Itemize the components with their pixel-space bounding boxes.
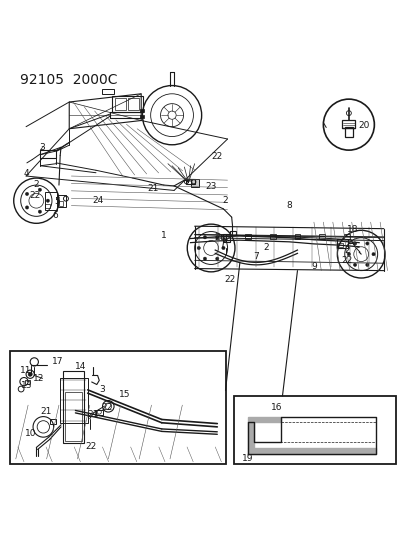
Text: 22: 22 <box>29 191 40 200</box>
Text: 13: 13 <box>21 381 33 390</box>
Text: 10: 10 <box>25 429 37 438</box>
Circle shape <box>38 210 41 213</box>
Circle shape <box>203 257 206 260</box>
Bar <box>58 201 62 206</box>
Circle shape <box>365 263 368 266</box>
Bar <box>50 419 55 424</box>
Text: 19: 19 <box>241 455 252 464</box>
Bar <box>269 233 275 236</box>
Polygon shape <box>247 422 253 448</box>
Bar <box>318 233 324 236</box>
Text: 21: 21 <box>87 410 98 419</box>
Text: 9: 9 <box>310 262 316 271</box>
Circle shape <box>221 246 225 249</box>
Bar <box>220 233 226 236</box>
Bar <box>45 204 50 208</box>
Bar <box>96 409 102 415</box>
Text: 21: 21 <box>40 407 51 416</box>
Bar <box>244 233 250 236</box>
Text: 3: 3 <box>99 385 105 394</box>
Text: 2: 2 <box>263 244 269 253</box>
Circle shape <box>38 188 41 191</box>
Text: 16: 16 <box>271 402 282 411</box>
Text: 2: 2 <box>214 233 220 242</box>
Bar <box>343 233 349 236</box>
Bar <box>40 150 56 158</box>
Bar <box>294 233 299 236</box>
Bar <box>294 237 299 239</box>
Text: 22: 22 <box>211 152 222 161</box>
Circle shape <box>25 192 28 196</box>
Circle shape <box>353 263 356 266</box>
Text: 11: 11 <box>19 366 31 375</box>
Text: 4: 4 <box>23 169 29 179</box>
Bar <box>220 237 226 239</box>
Bar <box>343 237 349 239</box>
Bar <box>140 115 143 118</box>
Text: 8: 8 <box>286 201 292 210</box>
Circle shape <box>371 253 374 256</box>
Bar <box>9 351 225 464</box>
Circle shape <box>215 257 218 260</box>
Circle shape <box>197 246 200 249</box>
Bar <box>63 372 83 443</box>
Bar <box>342 120 355 128</box>
Text: 22: 22 <box>85 442 96 451</box>
Bar <box>25 381 30 384</box>
Bar <box>229 231 236 235</box>
Text: 12: 12 <box>33 374 44 383</box>
Text: 92105  2000C: 92105 2000C <box>20 73 117 87</box>
Bar <box>222 233 230 242</box>
Circle shape <box>203 236 206 239</box>
Bar <box>64 392 82 441</box>
Text: 14: 14 <box>74 361 86 370</box>
Bar <box>269 237 275 239</box>
Bar <box>112 96 143 112</box>
Bar <box>59 377 88 423</box>
Text: 20: 20 <box>358 122 369 131</box>
Circle shape <box>347 253 350 256</box>
Text: 21: 21 <box>147 184 159 193</box>
Text: 22: 22 <box>340 256 351 265</box>
Bar <box>128 98 138 110</box>
Text: 17: 17 <box>52 358 64 366</box>
Bar <box>45 192 57 210</box>
Bar <box>337 243 342 247</box>
Bar <box>336 239 347 248</box>
Text: 7: 7 <box>253 252 259 261</box>
Bar <box>102 89 114 94</box>
Bar <box>318 237 324 239</box>
Bar <box>244 237 250 239</box>
Text: 6: 6 <box>52 211 57 220</box>
Circle shape <box>215 236 218 239</box>
Bar <box>233 396 395 464</box>
Bar <box>57 195 66 207</box>
Text: 2: 2 <box>222 196 228 205</box>
Text: 22: 22 <box>223 275 235 284</box>
Bar <box>186 179 195 184</box>
Polygon shape <box>247 417 280 422</box>
Text: 24: 24 <box>92 196 103 205</box>
Bar <box>191 179 198 187</box>
Circle shape <box>28 372 32 376</box>
Text: 3: 3 <box>40 143 45 152</box>
Circle shape <box>46 199 50 203</box>
Text: 2: 2 <box>33 180 39 189</box>
Bar <box>344 127 352 137</box>
Circle shape <box>25 206 28 209</box>
Text: 5: 5 <box>54 197 59 206</box>
Polygon shape <box>247 448 375 454</box>
Bar <box>140 109 143 112</box>
Circle shape <box>365 242 368 245</box>
Text: 1: 1 <box>161 231 166 240</box>
Circle shape <box>353 242 356 245</box>
Text: 22: 22 <box>101 402 112 411</box>
Text: 15: 15 <box>119 390 130 399</box>
Text: 18: 18 <box>347 225 358 234</box>
Text: 2: 2 <box>343 246 349 255</box>
Bar <box>115 98 125 110</box>
Text: 23: 23 <box>205 182 216 191</box>
